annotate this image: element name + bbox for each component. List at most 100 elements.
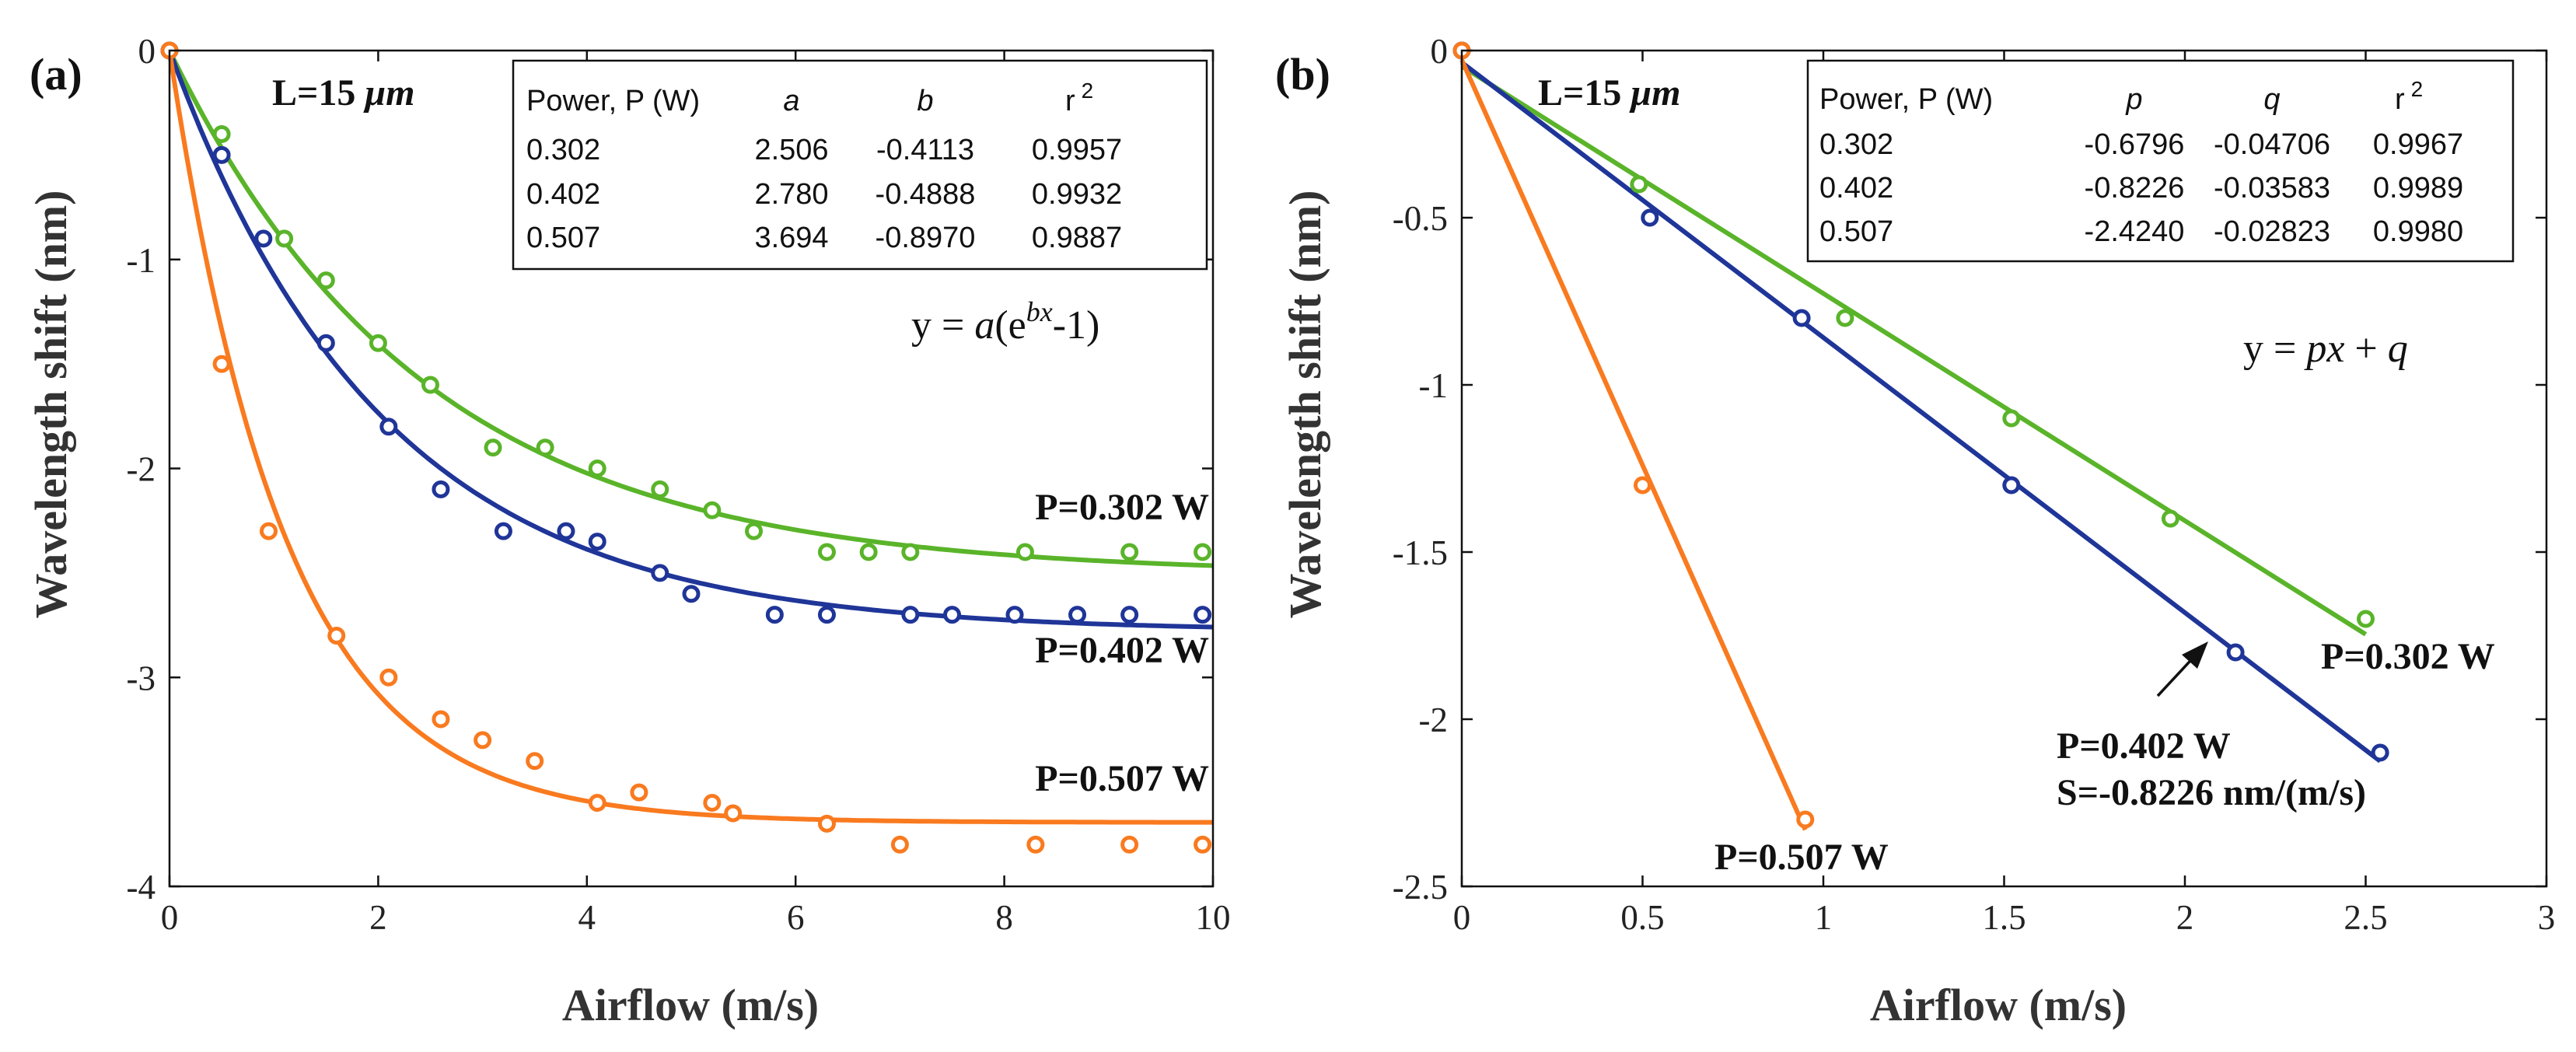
series-label-a-302: P=0.302 W [1035,487,1209,528]
data-point-a-p302 [745,522,764,540]
table-cell: 0.9932 [1032,178,1122,211]
table-cell: 0.402 [526,178,600,211]
data-point-a-p402 [1194,606,1212,624]
data-point-b-p402 [2002,476,2021,495]
data-point-a-p302 [275,229,294,248]
data-point-a-p402 [557,522,575,540]
data-point-a-p402 [254,229,273,248]
series-label-a-402: P=0.402 W [1035,630,1209,671]
table-cell: -0.4888 [876,178,976,211]
ticks-a: 0 2 4 6 8 10 0 -1 -2 -3 -4 [127,32,1231,937]
x-tick-label-a: 8 [995,898,1013,937]
y-tick-label-b: -2 [1419,701,1449,739]
data-point-a-p302 [1015,543,1034,561]
data-point-a-p302 [703,501,722,519]
data-point-a-p507 [327,627,346,645]
x-tick-label-a: 2 [369,898,387,937]
equation-a: y = a(ebx-1) [911,296,1099,348]
fit-line-a-p507 [167,50,1213,825]
x-axis-label-b: Airflow (m/s) [1870,980,2127,1030]
marks-a [160,41,1214,854]
table-header-power-b: Power, P (W) [1819,83,1993,116]
data-point-a-p507 [630,783,648,802]
data-point-a-p507 [890,835,909,854]
data-point-b-p402 [1641,208,1659,227]
x-tick-label-b: 0.5 [1620,898,1664,937]
y-tick-label-b: -2.5 [1393,868,1448,907]
y-tick-label-a: 0 [138,32,156,71]
y-tick-label-a: -1 [127,241,156,280]
table-cell: 0.9967 [2373,128,2463,161]
fit-line-b-p302 [1460,64,2368,637]
table-cell: -2.4240 [2085,215,2185,248]
data-point-a-p402 [1068,606,1087,624]
table-header-q-param: q [2263,83,2280,116]
x-tick-label-a: 6 [787,898,805,937]
table-cell: -0.02823 [2214,215,2330,248]
x-tick-label-b: 2 [2176,898,2194,937]
x-axis-label-a: Airflow (m/s) [562,980,819,1030]
data-point-b-p507 [1634,476,1652,495]
equation-b: y = px + q [2243,327,2408,371]
data-point-b-p402 [2371,743,2389,762]
marks-b [1452,41,2389,831]
y-axis-label-a: Wavelength shift (nm) [26,190,76,619]
panel-b: (b) Wavelength shift (nm) Airflow (m/s) … [1275,32,2555,1030]
data-point-a-p507 [703,794,722,812]
data-point-a-p402 [432,480,450,498]
series-label-b-402: P=0.402 W [2057,725,2231,767]
table-cell: -0.6796 [2085,128,2185,161]
data-point-a-p507 [259,522,278,540]
data-point-a-p402 [588,533,606,551]
table-cell: 3.694 [754,222,828,254]
y-tick-label-a: -4 [127,868,156,907]
table-header-power-a: Power, P (W) [526,85,700,117]
data-point-a-p402 [379,418,398,436]
data-point-a-p302 [901,543,920,561]
data-point-a-p302 [859,543,878,561]
x-tick-label-b: 3 [2538,898,2556,937]
table-header-p-param: p [2125,83,2142,116]
sensitivity-label-b: S=-0.8226 nm/(m/s) [2057,772,2366,813]
annotation-arrow-head [2182,641,2208,669]
length-label-a: L=15 μm [272,72,414,114]
x-tick-label-b: 2.5 [2344,898,2387,937]
table-cell: 2.780 [754,178,828,211]
data-point-a-p302 [651,480,669,498]
table-cell: 0.302 [526,134,600,166]
table-cell: 0.9989 [2373,172,2463,204]
table-header-b-param: b [917,85,933,117]
series-label-b-302: P=0.302 W [2321,636,2495,677]
length-label-b: L=15 μm [1538,72,1680,114]
data-point-a-p302 [316,271,335,290]
table-cell: -0.8226 [2085,172,2185,204]
fit-line-a-p302 [167,49,1214,568]
data-point-b-p302 [2161,509,2179,528]
data-point-a-p302 [1194,543,1212,561]
data-point-a-p507 [474,731,492,750]
y-tick-label-b: 0 [1431,32,1449,71]
table-cell: 0.507 [526,222,600,254]
data-point-a-p302 [369,334,387,352]
data-point-b-p402 [1792,309,1811,327]
data-point-a-p507 [526,752,544,771]
y-tick-label-b: -1.5 [1393,533,1448,572]
x-tick-label-b: 1.5 [1982,898,2025,937]
x-tick-label-b: 0 [1453,898,1471,937]
data-point-a-p302 [484,439,502,457]
panel-a: (a) Wavelength shift (nm) Airflow (m/s) … [26,32,1231,1030]
table-cell: -0.8970 [876,222,976,254]
fit-line-b-p402 [1460,61,2382,764]
data-point-a-p302 [212,125,231,143]
plot-frame-a [168,49,1215,888]
y-axis-label-b: Wavelength shift (nm) [1280,190,1330,619]
fit-line-a-p402 [167,49,1214,630]
data-point-a-p507 [1120,835,1139,854]
data-point-a-p507 [379,668,398,687]
data-point-a-p402 [682,585,701,603]
data-point-b-p302 [1630,175,1648,194]
